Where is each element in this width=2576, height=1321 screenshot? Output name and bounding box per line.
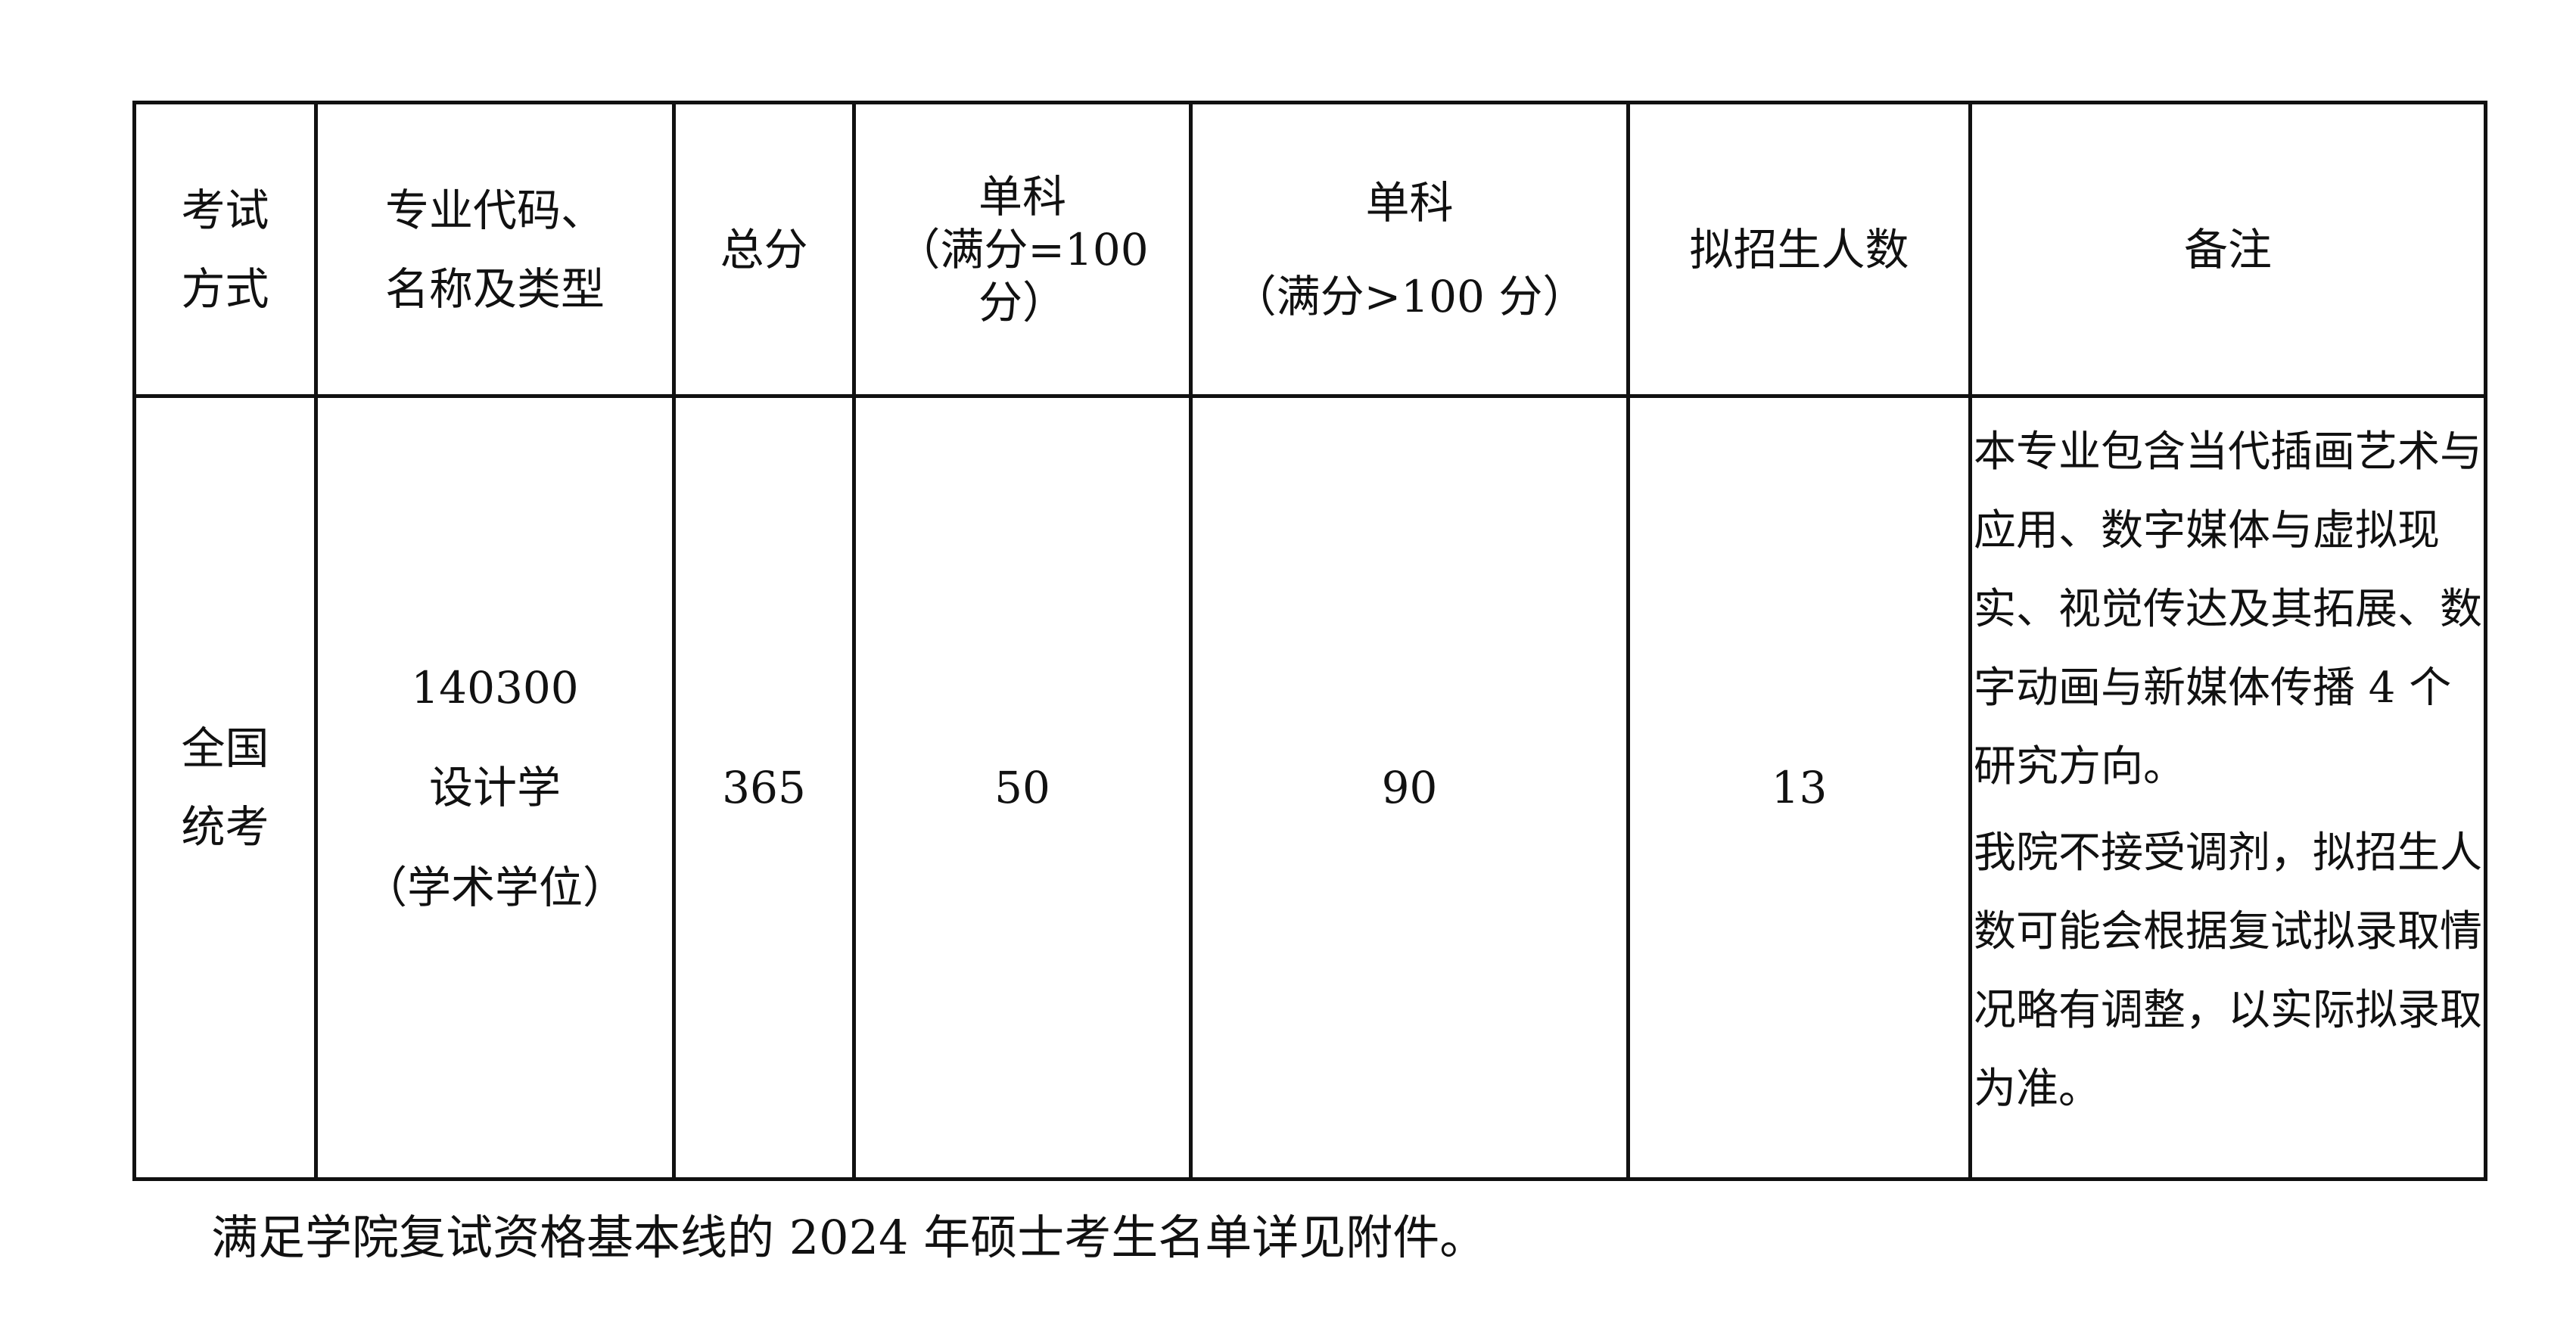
header-line: （满分=100 xyxy=(896,223,1149,275)
cell-line: 全国 xyxy=(181,723,269,774)
table-row: 全国统考 140300 设计学 （学术学位） 365 50 90 13 本专业包含当… xyxy=(132,394,2487,1181)
header-line: 专业代码、 xyxy=(384,184,605,236)
admission-table: 考试 方式 专业代码、 名称及类型 总分 单科 （满分=100 分） 单科 （满分>100… xyxy=(132,101,2487,1181)
cell-major: 140300 设计学 （学术学位） xyxy=(314,394,676,1181)
header-line: （满分>100 分） xyxy=(1232,270,1587,322)
cell-exam-method: 全国 统考 xyxy=(132,394,318,1181)
cell-single-100: 50 xyxy=(852,394,1193,1181)
header-exam-method: 考试 方式 xyxy=(132,101,318,398)
header-line: 分） xyxy=(978,276,1066,328)
header-single-100: 单科 （满分=100 分） xyxy=(852,101,1193,398)
header-single-over-100: 单科 （满分>100 分） xyxy=(1189,101,1630,398)
major-name: 设计学 xyxy=(428,762,561,813)
header-line: 单科 xyxy=(978,170,1066,222)
header-major: 专业代码、名称及类型 xyxy=(314,101,676,398)
cell-line: 统考 xyxy=(181,801,269,853)
major-code: 140300 xyxy=(411,662,579,713)
cell-total: 365 xyxy=(672,394,856,1181)
header-line: 方式 xyxy=(181,263,269,315)
remark-paragraph-1: 本专业包含当代插画艺术与应用、数字媒体与虚拟现实、视觉传达及其拓展、数字动画与新… xyxy=(1974,427,2482,791)
header-remark: 备注 xyxy=(1968,101,2487,398)
header-line: 单科 xyxy=(1365,176,1454,228)
cell-enrollment: 13 xyxy=(1626,394,1972,1181)
header-total: 总分 xyxy=(672,101,856,398)
footer-note: 满足学院复试资格基本线的 2024 年硕士考生名单详见附件。 xyxy=(211,1210,1487,1265)
header-line: 考试 xyxy=(181,184,269,236)
major-type: （学术学位） xyxy=(362,862,627,913)
remark-paragraph-2: 我院不接受调剂，拟招生人数可能会根据复试拟录取情况略有调整，以实际拟录取为准。 xyxy=(1974,828,2482,1114)
header-line: 名称及类型 xyxy=(384,263,605,315)
header-enrollment: 拟招生人数 xyxy=(1626,101,1972,398)
header-row: 考试 方式 专业代码、 名称及类型 总分 单科 （满分=100 分） 单科 （满分>100… xyxy=(132,101,2487,398)
cell-remark: 本专业包含当代插画艺术与应用、数字媒体与虚拟现实、视觉传达及其拓展、数字动画与新… xyxy=(1968,394,2487,1181)
cell-single-over-100: 90 xyxy=(1189,394,1630,1181)
